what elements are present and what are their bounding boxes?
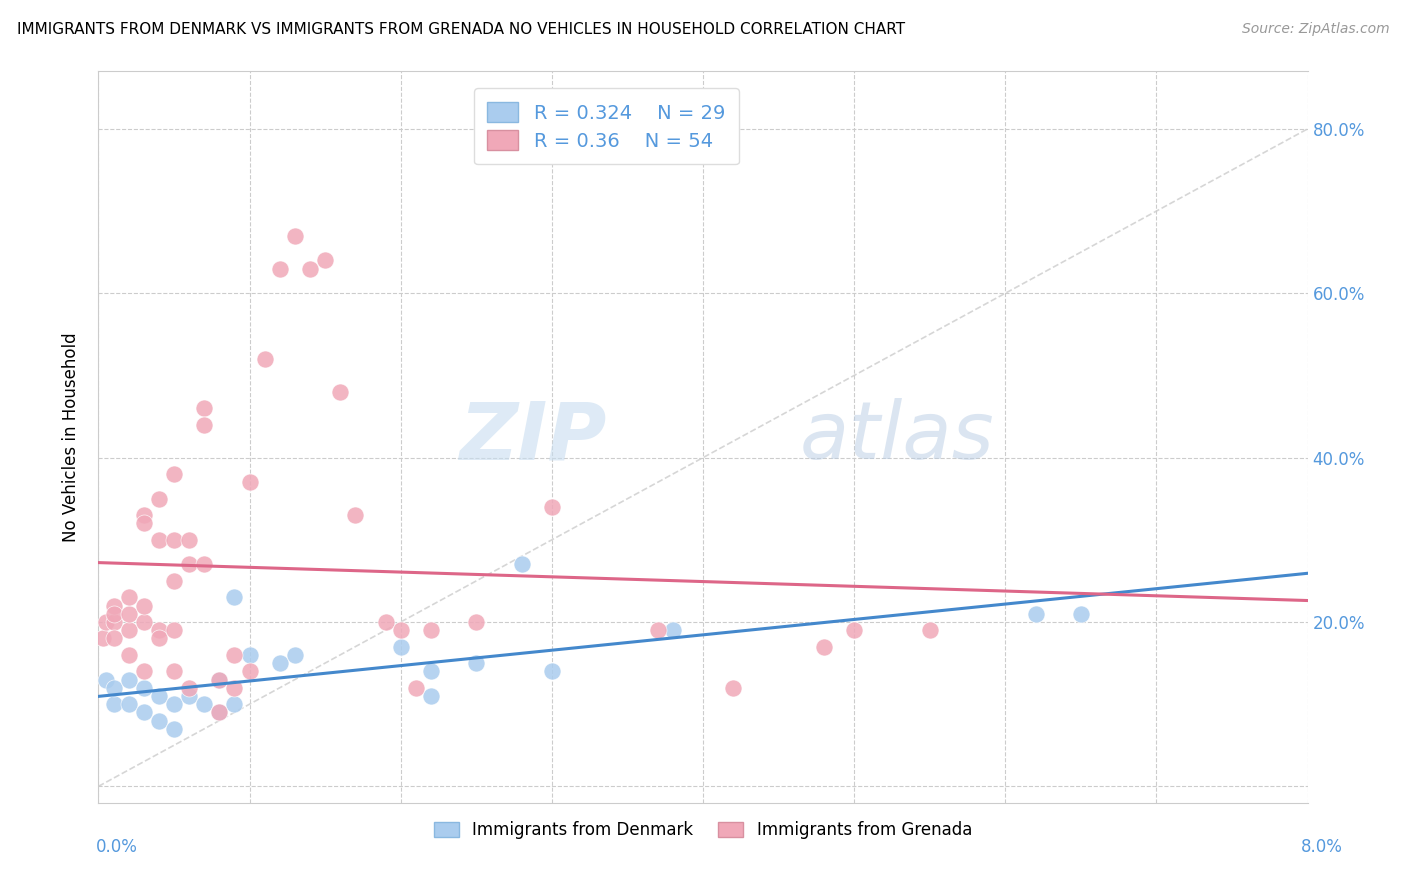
Point xyxy=(103,697,125,711)
Point xyxy=(163,533,186,547)
Point xyxy=(132,599,155,613)
Legend: Immigrants from Denmark, Immigrants from Grenada: Immigrants from Denmark, Immigrants from… xyxy=(427,814,979,846)
Point xyxy=(179,681,201,695)
Point xyxy=(269,261,291,276)
Point xyxy=(224,648,246,662)
Point xyxy=(132,706,155,720)
Point xyxy=(132,681,155,695)
Point xyxy=(132,508,155,523)
Point xyxy=(103,615,125,629)
Point xyxy=(253,351,276,366)
Text: ZIP: ZIP xyxy=(458,398,606,476)
Point xyxy=(224,591,246,605)
Point xyxy=(1025,607,1047,621)
Point xyxy=(208,706,231,720)
Point xyxy=(91,632,114,646)
Point xyxy=(284,228,307,243)
Point xyxy=(239,665,262,679)
Point xyxy=(374,615,396,629)
Point xyxy=(661,624,683,638)
Point xyxy=(179,558,201,572)
Text: atlas: atlas xyxy=(800,398,994,476)
Point xyxy=(163,574,186,588)
Point xyxy=(193,558,215,572)
Point xyxy=(163,722,186,736)
Point xyxy=(918,624,941,638)
Point xyxy=(510,558,533,572)
Text: 0.0%: 0.0% xyxy=(96,838,138,855)
Point xyxy=(148,714,170,728)
Point xyxy=(420,689,443,703)
Point xyxy=(540,665,562,679)
Y-axis label: No Vehicles in Household: No Vehicles in Household xyxy=(62,332,80,542)
Point xyxy=(118,591,141,605)
Point xyxy=(299,261,322,276)
Point xyxy=(148,491,170,506)
Point xyxy=(344,508,367,523)
Point xyxy=(465,615,488,629)
Point xyxy=(179,533,201,547)
Point xyxy=(329,384,352,399)
Point xyxy=(103,607,125,621)
Point xyxy=(148,689,170,703)
Point xyxy=(163,697,186,711)
Point xyxy=(269,656,291,670)
Point xyxy=(148,533,170,547)
Point xyxy=(118,648,141,662)
Text: IMMIGRANTS FROM DENMARK VS IMMIGRANTS FROM GRENADA NO VEHICLES IN HOUSEHOLD CORR: IMMIGRANTS FROM DENMARK VS IMMIGRANTS FR… xyxy=(17,22,905,37)
Point xyxy=(103,681,125,695)
Point xyxy=(94,615,117,629)
Point xyxy=(239,475,262,490)
Point xyxy=(284,648,307,662)
Point xyxy=(389,640,412,654)
Text: Source: ZipAtlas.com: Source: ZipAtlas.com xyxy=(1241,22,1389,37)
Point xyxy=(103,632,125,646)
Point xyxy=(132,615,155,629)
Point xyxy=(132,516,155,531)
Point xyxy=(208,706,231,720)
Point xyxy=(193,697,215,711)
Point xyxy=(118,624,141,638)
Point xyxy=(239,648,262,662)
Point xyxy=(179,689,201,703)
Point xyxy=(208,673,231,687)
Point xyxy=(163,467,186,481)
Point xyxy=(208,673,231,687)
Point xyxy=(389,624,412,638)
Point xyxy=(94,673,117,687)
Point xyxy=(148,632,170,646)
Point xyxy=(844,624,866,638)
Point xyxy=(193,417,215,432)
Point xyxy=(193,401,215,416)
Point xyxy=(118,697,141,711)
Point xyxy=(465,656,488,670)
Point xyxy=(813,640,835,654)
Text: 8.0%: 8.0% xyxy=(1301,838,1343,855)
Point xyxy=(420,624,443,638)
Point xyxy=(118,673,141,687)
Point xyxy=(723,681,745,695)
Point xyxy=(405,681,427,695)
Point xyxy=(314,253,336,268)
Point xyxy=(132,665,155,679)
Point xyxy=(224,697,246,711)
Point xyxy=(148,624,170,638)
Point xyxy=(647,624,669,638)
Point xyxy=(540,500,562,514)
Point xyxy=(118,607,141,621)
Point xyxy=(1070,607,1092,621)
Point xyxy=(103,599,125,613)
Point xyxy=(420,665,443,679)
Point xyxy=(224,681,246,695)
Point xyxy=(163,624,186,638)
Point xyxy=(163,665,186,679)
